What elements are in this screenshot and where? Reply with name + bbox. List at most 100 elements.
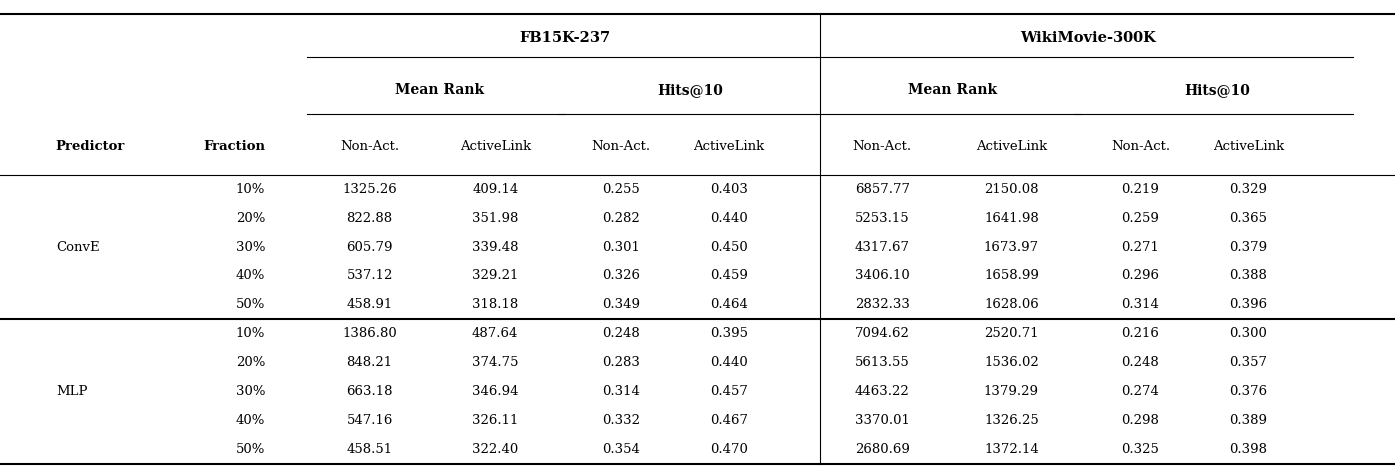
Text: 0.298: 0.298: [1122, 414, 1159, 427]
Text: 0.325: 0.325: [1122, 443, 1159, 455]
Text: Non-Act.: Non-Act.: [340, 140, 399, 153]
Text: 50%: 50%: [236, 443, 265, 455]
Text: 0.332: 0.332: [601, 414, 640, 427]
Text: 0.271: 0.271: [1122, 241, 1159, 254]
Text: 2150.08: 2150.08: [983, 183, 1039, 196]
Text: 5613.55: 5613.55: [855, 356, 910, 369]
Text: 848.21: 848.21: [346, 356, 393, 369]
Text: Hits@10: Hits@10: [1184, 83, 1250, 97]
Text: 2680.69: 2680.69: [855, 443, 910, 455]
Text: 0.388: 0.388: [1229, 270, 1268, 282]
Text: 3406.10: 3406.10: [855, 270, 910, 282]
Text: 0.349: 0.349: [601, 298, 640, 311]
Text: 0.467: 0.467: [710, 414, 748, 427]
Text: 0.329: 0.329: [1229, 183, 1268, 196]
Text: 0.354: 0.354: [601, 443, 640, 455]
Text: 0.274: 0.274: [1122, 385, 1159, 398]
Text: 0.314: 0.314: [1122, 298, 1159, 311]
Text: 339.48: 339.48: [472, 241, 519, 254]
Text: 0.301: 0.301: [601, 241, 640, 254]
Text: 30%: 30%: [236, 241, 265, 254]
Text: 0.440: 0.440: [710, 356, 748, 369]
Text: 1326.25: 1326.25: [983, 414, 1039, 427]
Text: 40%: 40%: [236, 270, 265, 282]
Text: 4317.67: 4317.67: [855, 241, 910, 254]
Text: 0.314: 0.314: [601, 385, 640, 398]
Text: 1536.02: 1536.02: [983, 356, 1039, 369]
Text: 1325.26: 1325.26: [342, 183, 398, 196]
Text: ActiveLink: ActiveLink: [459, 140, 531, 153]
Text: 1628.06: 1628.06: [983, 298, 1039, 311]
Text: Mean Rank: Mean Rank: [908, 83, 996, 97]
Text: 537.12: 537.12: [346, 270, 393, 282]
Text: 374.75: 374.75: [472, 356, 519, 369]
Text: 663.18: 663.18: [346, 385, 393, 398]
Text: 322.40: 322.40: [472, 443, 519, 455]
Text: Non-Act.: Non-Act.: [852, 140, 912, 153]
Text: 0.379: 0.379: [1229, 241, 1268, 254]
Text: 318.18: 318.18: [472, 298, 519, 311]
Text: 1372.14: 1372.14: [983, 443, 1039, 455]
Text: 0.470: 0.470: [710, 443, 748, 455]
Text: 1641.98: 1641.98: [983, 212, 1039, 225]
Text: 0.296: 0.296: [1122, 270, 1159, 282]
Text: 0.396: 0.396: [1229, 298, 1268, 311]
Text: 0.216: 0.216: [1122, 327, 1159, 340]
Text: 0.326: 0.326: [601, 270, 640, 282]
Text: WikiMovie-300K: WikiMovie-300K: [1020, 31, 1156, 45]
Text: 346.94: 346.94: [472, 385, 519, 398]
Text: 2520.71: 2520.71: [983, 327, 1039, 340]
Text: 0.357: 0.357: [1229, 356, 1268, 369]
Text: 0.259: 0.259: [1122, 212, 1159, 225]
Text: 10%: 10%: [236, 183, 265, 196]
Text: MLP: MLP: [56, 385, 88, 398]
Text: 20%: 20%: [236, 212, 265, 225]
Text: 329.21: 329.21: [472, 270, 519, 282]
Text: 3370.01: 3370.01: [855, 414, 910, 427]
Text: 5253.15: 5253.15: [855, 212, 910, 225]
Text: 458.91: 458.91: [346, 298, 393, 311]
Text: Mean Rank: Mean Rank: [395, 83, 484, 97]
Text: 0.395: 0.395: [710, 327, 748, 340]
Text: 0.282: 0.282: [601, 212, 640, 225]
Text: 0.219: 0.219: [1122, 183, 1159, 196]
Text: ActiveLink: ActiveLink: [1212, 140, 1285, 153]
Text: 6857.77: 6857.77: [855, 183, 910, 196]
Text: 1658.99: 1658.99: [983, 270, 1039, 282]
Text: 0.389: 0.389: [1229, 414, 1268, 427]
Text: ActiveLink: ActiveLink: [975, 140, 1048, 153]
Text: 0.255: 0.255: [601, 183, 640, 196]
Text: 20%: 20%: [236, 356, 265, 369]
Text: 7094.62: 7094.62: [855, 327, 910, 340]
Text: 0.459: 0.459: [710, 270, 748, 282]
Text: 40%: 40%: [236, 414, 265, 427]
Text: 0.464: 0.464: [710, 298, 748, 311]
Text: 458.51: 458.51: [346, 443, 393, 455]
Text: 822.88: 822.88: [346, 212, 393, 225]
Text: 547.16: 547.16: [346, 414, 393, 427]
Text: 1386.80: 1386.80: [342, 327, 398, 340]
Text: Non-Act.: Non-Act.: [591, 140, 650, 153]
Text: 409.14: 409.14: [472, 183, 519, 196]
Text: 30%: 30%: [236, 385, 265, 398]
Text: 0.457: 0.457: [710, 385, 748, 398]
Text: 0.398: 0.398: [1229, 443, 1268, 455]
Text: 326.11: 326.11: [472, 414, 519, 427]
Text: 487.64: 487.64: [472, 327, 519, 340]
Text: ActiveLink: ActiveLink: [693, 140, 764, 153]
Text: 0.248: 0.248: [601, 327, 640, 340]
Text: FB15K-237: FB15K-237: [519, 31, 611, 45]
Text: 351.98: 351.98: [472, 212, 519, 225]
Text: ConvE: ConvE: [56, 241, 99, 254]
Text: 4463.22: 4463.22: [855, 385, 910, 398]
Text: 0.300: 0.300: [1229, 327, 1268, 340]
Text: 605.79: 605.79: [346, 241, 393, 254]
Text: 0.365: 0.365: [1229, 212, 1268, 225]
Text: 2832.33: 2832.33: [855, 298, 910, 311]
Text: Fraction: Fraction: [204, 140, 265, 153]
Text: 0.450: 0.450: [710, 241, 748, 254]
Text: 10%: 10%: [236, 327, 265, 340]
Text: 1379.29: 1379.29: [983, 385, 1039, 398]
Text: 50%: 50%: [236, 298, 265, 311]
Text: 0.376: 0.376: [1229, 385, 1268, 398]
